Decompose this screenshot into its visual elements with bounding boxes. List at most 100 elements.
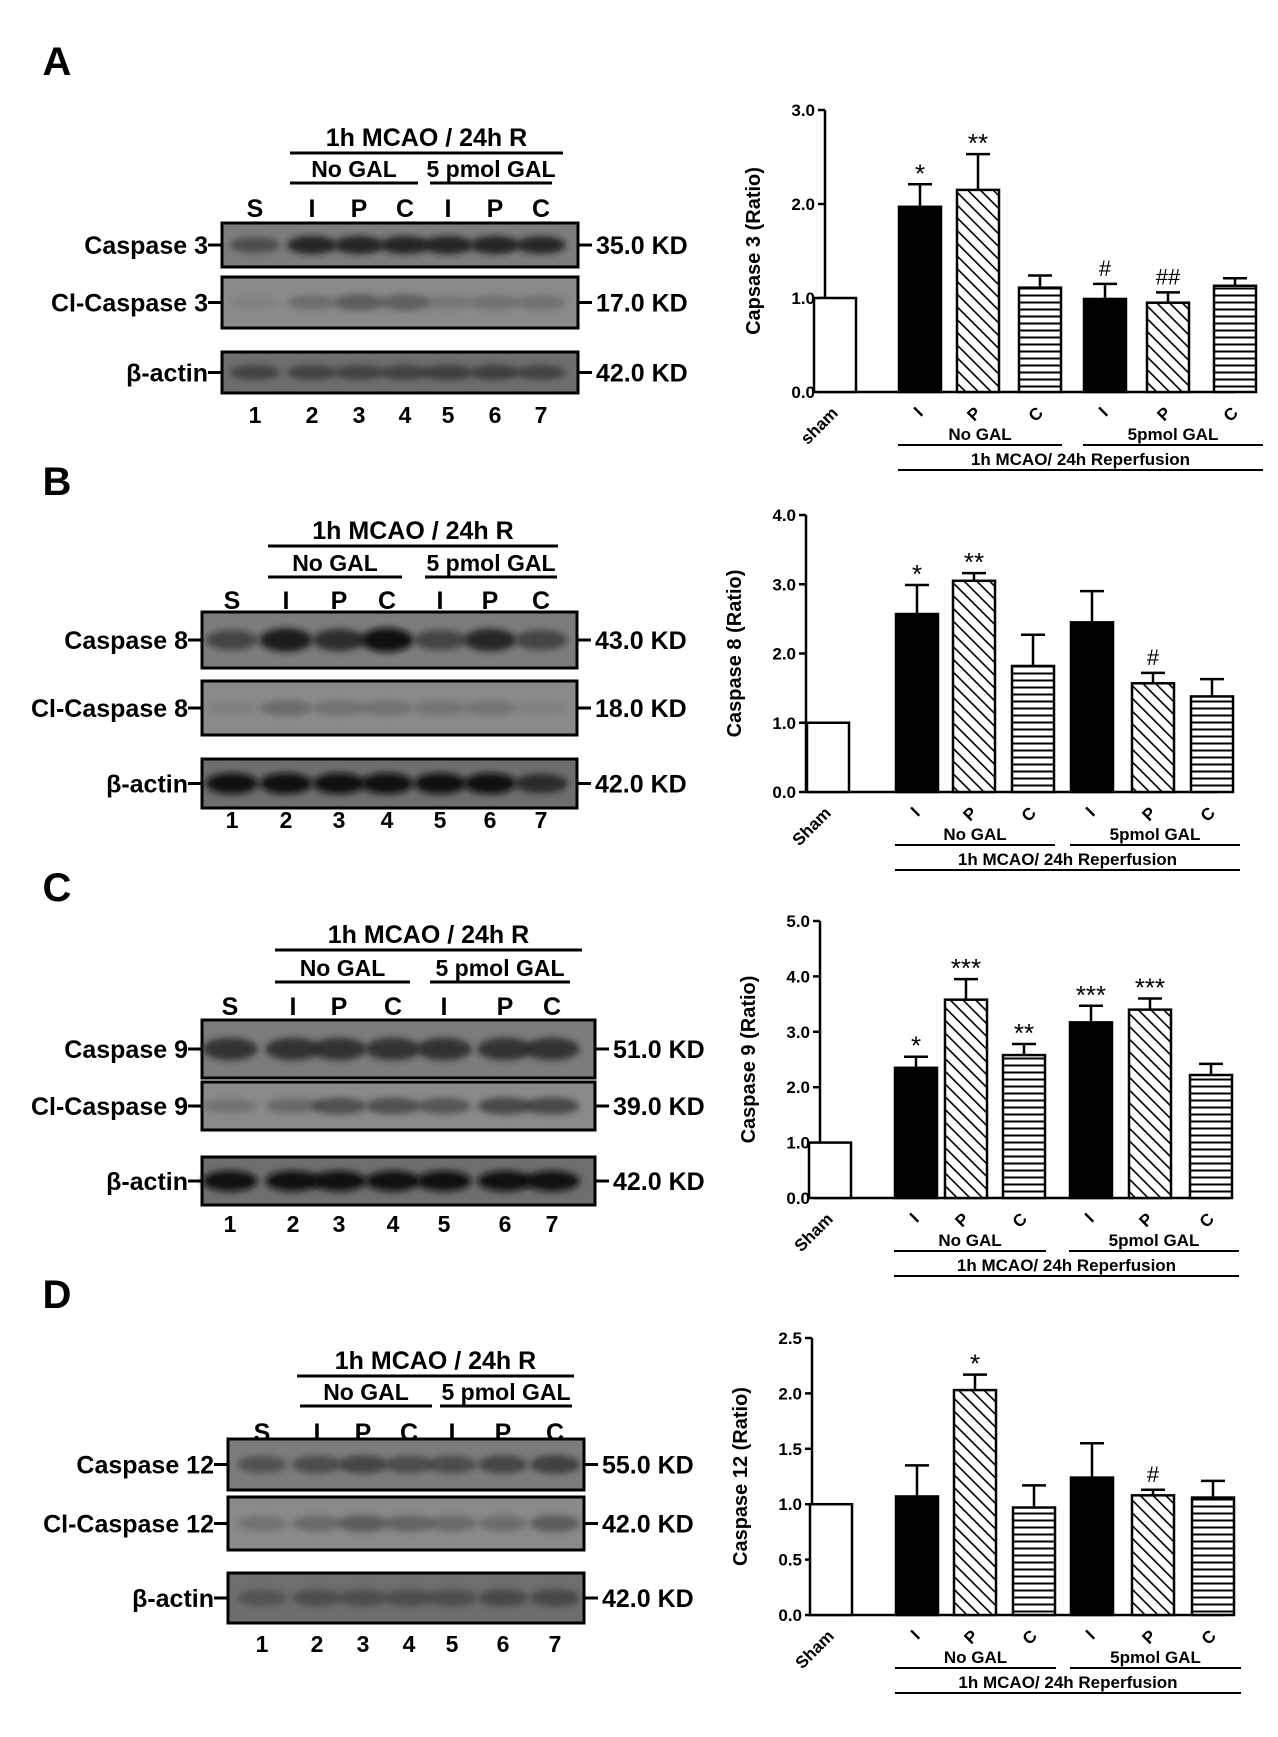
band [202,1037,258,1061]
band [529,1455,581,1474]
y-axis-label: Capsase 3 (Ratio) [743,167,765,335]
lane-number-3: 3 [333,1211,346,1237]
row-label: β-actin [106,771,188,799]
lane-number-2: 2 [287,1211,300,1237]
band [469,364,521,381]
bar-7 [1189,695,1235,794]
y-tick-label: 2.0 [772,645,796,664]
row-label: β-actin [126,360,208,388]
row-label: Caspase 8 [64,627,188,655]
lane-label-5: I [445,195,452,223]
blot-row-c-2: Cl-Caspase 9 39.0 KD [31,1080,705,1132]
blot-row-b-1: Caspase 8 43.0 KD [64,610,687,670]
molecular-weight-label: 51.0 KD [613,1036,705,1064]
lane-number-3: 3 [333,807,346,833]
lane-label-3: P [331,993,348,1021]
category-label: P [951,1209,972,1230]
y-tick-label: 0.0 [778,1606,802,1625]
lane-label-5: I [449,1419,456,1447]
band [413,772,467,795]
lane-label-1: S [222,993,239,1021]
category-label: I [1082,1626,1099,1643]
category-label: C [1220,403,1242,425]
panel-letter-b: B [43,460,72,504]
blot-row-a-2: Cl-Caspase 3 17.0 KD [51,275,688,330]
molecular-weight-label: 42.0 KD [613,1168,705,1196]
y-tick-label: 4.0 [772,506,796,525]
panel-letter-a: A [43,40,72,84]
lane-label-5: I [437,587,444,615]
lane-number-1: 1 [249,402,262,428]
lane-number-7: 7 [535,807,548,833]
lane-number-2: 2 [280,807,293,833]
category-label: I [1095,403,1112,420]
band [311,1037,367,1061]
lane-label-2: I [283,587,290,615]
bar-4 [1011,1506,1057,1617]
category-label: P [1138,1626,1159,1647]
band [514,701,568,715]
significance-label: * [970,1349,980,1379]
molecular-weight-label: 42.0 KD [602,1585,694,1613]
band [383,1515,435,1532]
lane-label-7: C [532,587,550,615]
condition-label: 1h MCAO/ 24h Reperfusion [971,450,1190,469]
category-label: Sham [791,1209,837,1255]
band [469,235,521,255]
lane-number-1: 1 [256,1631,269,1657]
molecular-weight-label: 17.0 KD [596,290,688,318]
bar-2 [894,612,940,794]
group-label-gal: 5 pmol GAL [426,156,555,182]
chart-3: 0.0 1.0 2.0 3.0 4.0 5.0 Caspase 9 (Ratio) Sham *… [738,912,1239,1277]
lane-label-4: C [378,587,396,615]
band [333,294,385,311]
bar-2 [897,205,943,394]
significance-label: ** [1014,1018,1034,1048]
chart-2: 0.0 1.0 2.0 3.0 4.0 Caspase 8 (Ratio) Sham * I **… [724,506,1240,871]
bar-2 [893,1066,939,1200]
band [477,1515,529,1532]
band [416,1170,472,1192]
bar-3 [943,998,989,1200]
row-label: β-actin [132,1585,214,1613]
category-label: I [907,1626,924,1643]
band [202,1170,258,1192]
band [413,700,467,716]
panel-letter-d: D [43,1273,72,1317]
category-label: C [1197,803,1219,825]
band [333,235,385,255]
bar-7 [1212,284,1258,394]
band [477,1455,529,1474]
band [413,629,467,651]
y-axis-label: Caspase 12 (Ratio) [730,1387,752,1566]
bar-7 [1190,1496,1236,1617]
blot-row-a-1: Caspase 3 35.0 KD [84,221,688,269]
band [312,628,366,652]
bar-5 [1068,1021,1114,1200]
band [422,235,474,255]
y-tick-label: 1.0 [791,289,815,308]
significance-label: ## [1156,264,1181,289]
lane-number-5: 5 [438,1211,451,1237]
category-label: C [1019,1626,1041,1648]
blot-row-c-1: Caspase 9 51.0 KD [64,1018,705,1080]
significance-label: # [1147,645,1160,670]
group-label-no-gal: No GAL [943,825,1006,844]
blot-header-b: 1h MCAO / 24h R No GAL 5 pmol GAL S I P C I P C [224,517,558,615]
band [477,1170,533,1192]
category-label: C [1196,1209,1218,1231]
molecular-weight-label: 35.0 KD [596,232,688,260]
y-tick-label: 0.0 [772,783,796,802]
band [463,700,517,716]
category-label: P [963,403,984,424]
y-axis-label: Caspase 8 (Ratio) [724,570,746,738]
lane-number-4: 4 [403,1631,416,1657]
category-label: I [907,803,924,820]
lane-label-2: I [314,1419,321,1447]
lane-label-3: P [351,195,368,223]
lane-label-2: I [290,993,297,1021]
bar-6 [1130,1494,1176,1617]
panel-letter-c: C [43,866,72,910]
